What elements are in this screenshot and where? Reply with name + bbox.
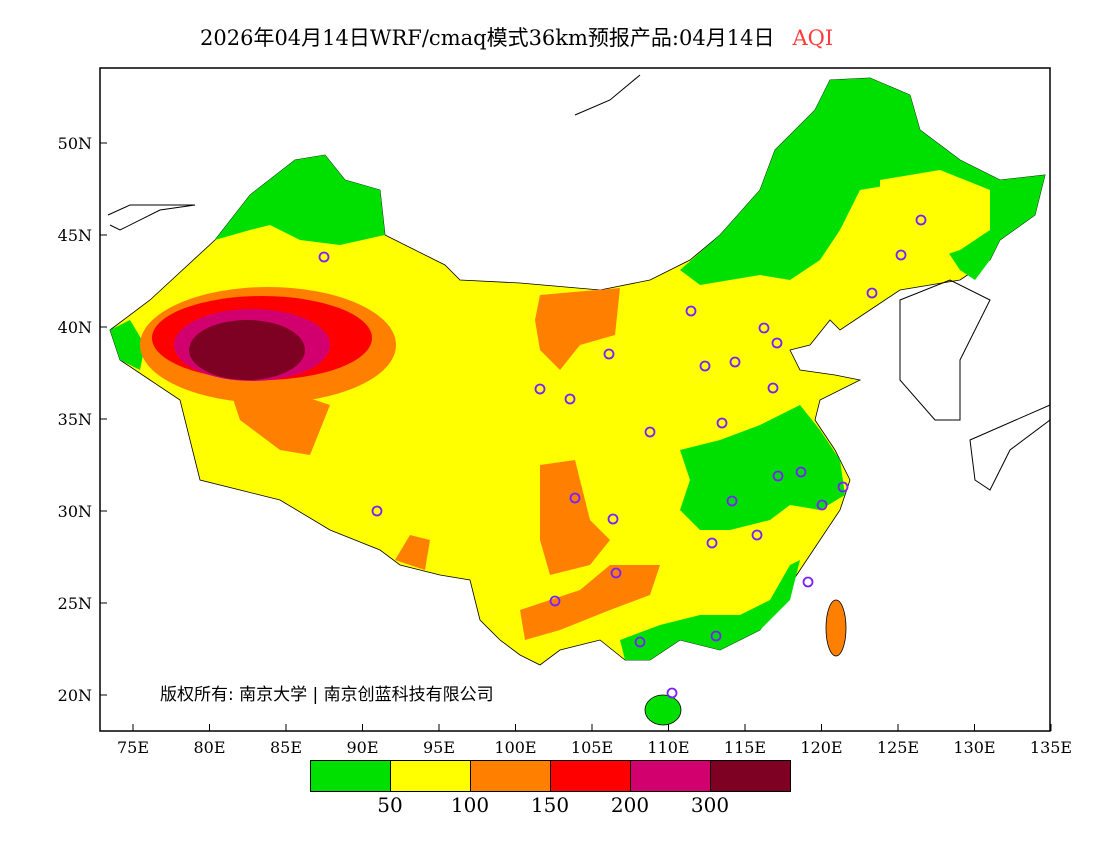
hainan-green (644, 694, 682, 726)
tibet-south-orange (395, 535, 430, 570)
city-marker (915, 214, 927, 226)
city-marker (564, 393, 576, 405)
city-marker (729, 356, 741, 368)
japan-coast (969, 404, 1051, 491)
russia-coast (574, 74, 641, 116)
lat-tick-label: 35N (58, 410, 92, 429)
city-marker (549, 595, 561, 607)
lon-tick-label: 110E (647, 738, 689, 757)
dzungaria-green-region (215, 155, 385, 245)
city-marker (644, 426, 656, 438)
inner-mongolia-orange (535, 288, 620, 370)
color-legend (310, 760, 791, 792)
lon-tick-label: 85E (270, 738, 302, 757)
tibet-orange-tail (230, 390, 330, 455)
lat-tick-label: 25N (58, 594, 92, 613)
city-marker (607, 513, 619, 525)
legend-swatch (471, 761, 551, 791)
city-marker (866, 287, 878, 299)
variable-label: AQI (792, 26, 834, 50)
korea-coast (899, 279, 991, 421)
legend-swatch (551, 761, 631, 791)
city-marker (751, 529, 763, 541)
city-marker (706, 537, 718, 549)
aqi-field (107, 74, 1051, 726)
lon-axis: 75E 80E 85E 90E 95E 100E 105E 110E 115E 120E 125E 1… (117, 724, 1072, 757)
lon-tick-label: 105E (571, 738, 613, 757)
city-marker (795, 466, 807, 478)
lat-tick-label: 50N (58, 134, 92, 153)
legend-swatch (631, 761, 711, 791)
south-coast-green-region (620, 560, 800, 660)
lon-tick-label: 120E (800, 738, 842, 757)
west-green-region (110, 320, 145, 370)
kazakh-lake (107, 204, 196, 231)
legend-label: 150 (530, 793, 570, 817)
legend-label: 50 (377, 793, 403, 817)
city-marker (603, 348, 615, 360)
legend-swatch (391, 761, 471, 791)
lon-tick-label: 75E (117, 738, 149, 757)
city-markers (318, 214, 927, 699)
city-marker (371, 505, 383, 517)
legend-label: 300 (690, 793, 730, 817)
taiwan-orange (825, 599, 847, 657)
lon-tick-label: 125E (877, 738, 919, 757)
city-marker (772, 470, 784, 482)
legend-swatch (711, 761, 790, 791)
map-title: 2026年04月14日WRF/cmaq模式36km预报产品:04月14日 AQI (200, 22, 833, 52)
east-central-green-region (680, 405, 845, 530)
copyright-text: 版权所有: 南京大学 | 南京创蓝科技有限公司 (160, 685, 494, 705)
lat-axis: 50N 45N 40N 35N 30N 25N 20N (58, 134, 107, 705)
lat-tick-label: 45N (58, 226, 92, 245)
lon-tick-label: 95E (423, 738, 455, 757)
tarim-maroon (189, 320, 305, 380)
title-text: 2026年04月14日WRF/cmaq模式36km预报产品:04月14日 (200, 26, 775, 50)
lon-tick-label: 130E (953, 738, 995, 757)
lon-tick-label: 80E (193, 738, 225, 757)
city-marker (318, 251, 330, 263)
lon-tick-label: 90E (346, 738, 378, 757)
city-marker (685, 305, 697, 317)
city-marker (816, 499, 828, 511)
sichuan-orange (540, 460, 610, 575)
lon-tick-label: 100E (494, 738, 536, 757)
city-marker (634, 636, 646, 648)
lon-tick-label: 135E (1030, 738, 1072, 757)
northeast-yellow-patch (880, 170, 990, 260)
city-marker (716, 417, 728, 429)
guizhou-orange (520, 565, 660, 640)
lat-tick-label: 30N (58, 502, 92, 521)
city-marker (758, 322, 770, 334)
legend-swatch (311, 761, 391, 791)
city-marker (666, 687, 678, 699)
city-marker (726, 495, 738, 507)
city-marker (710, 630, 722, 642)
city-marker (895, 249, 907, 261)
city-marker (771, 337, 783, 349)
legend-label: 200 (610, 793, 650, 817)
city-marker (802, 576, 814, 588)
city-marker (837, 481, 849, 493)
city-marker (534, 383, 546, 395)
city-marker (767, 382, 779, 394)
city-marker (569, 492, 581, 504)
city-marker (699, 360, 711, 372)
city-marker (610, 567, 622, 579)
legend-label: 100 (450, 793, 490, 817)
lat-tick-label: 20N (58, 686, 92, 705)
lon-tick-label: 115E (724, 738, 766, 757)
lat-tick-label: 40N (58, 318, 92, 337)
